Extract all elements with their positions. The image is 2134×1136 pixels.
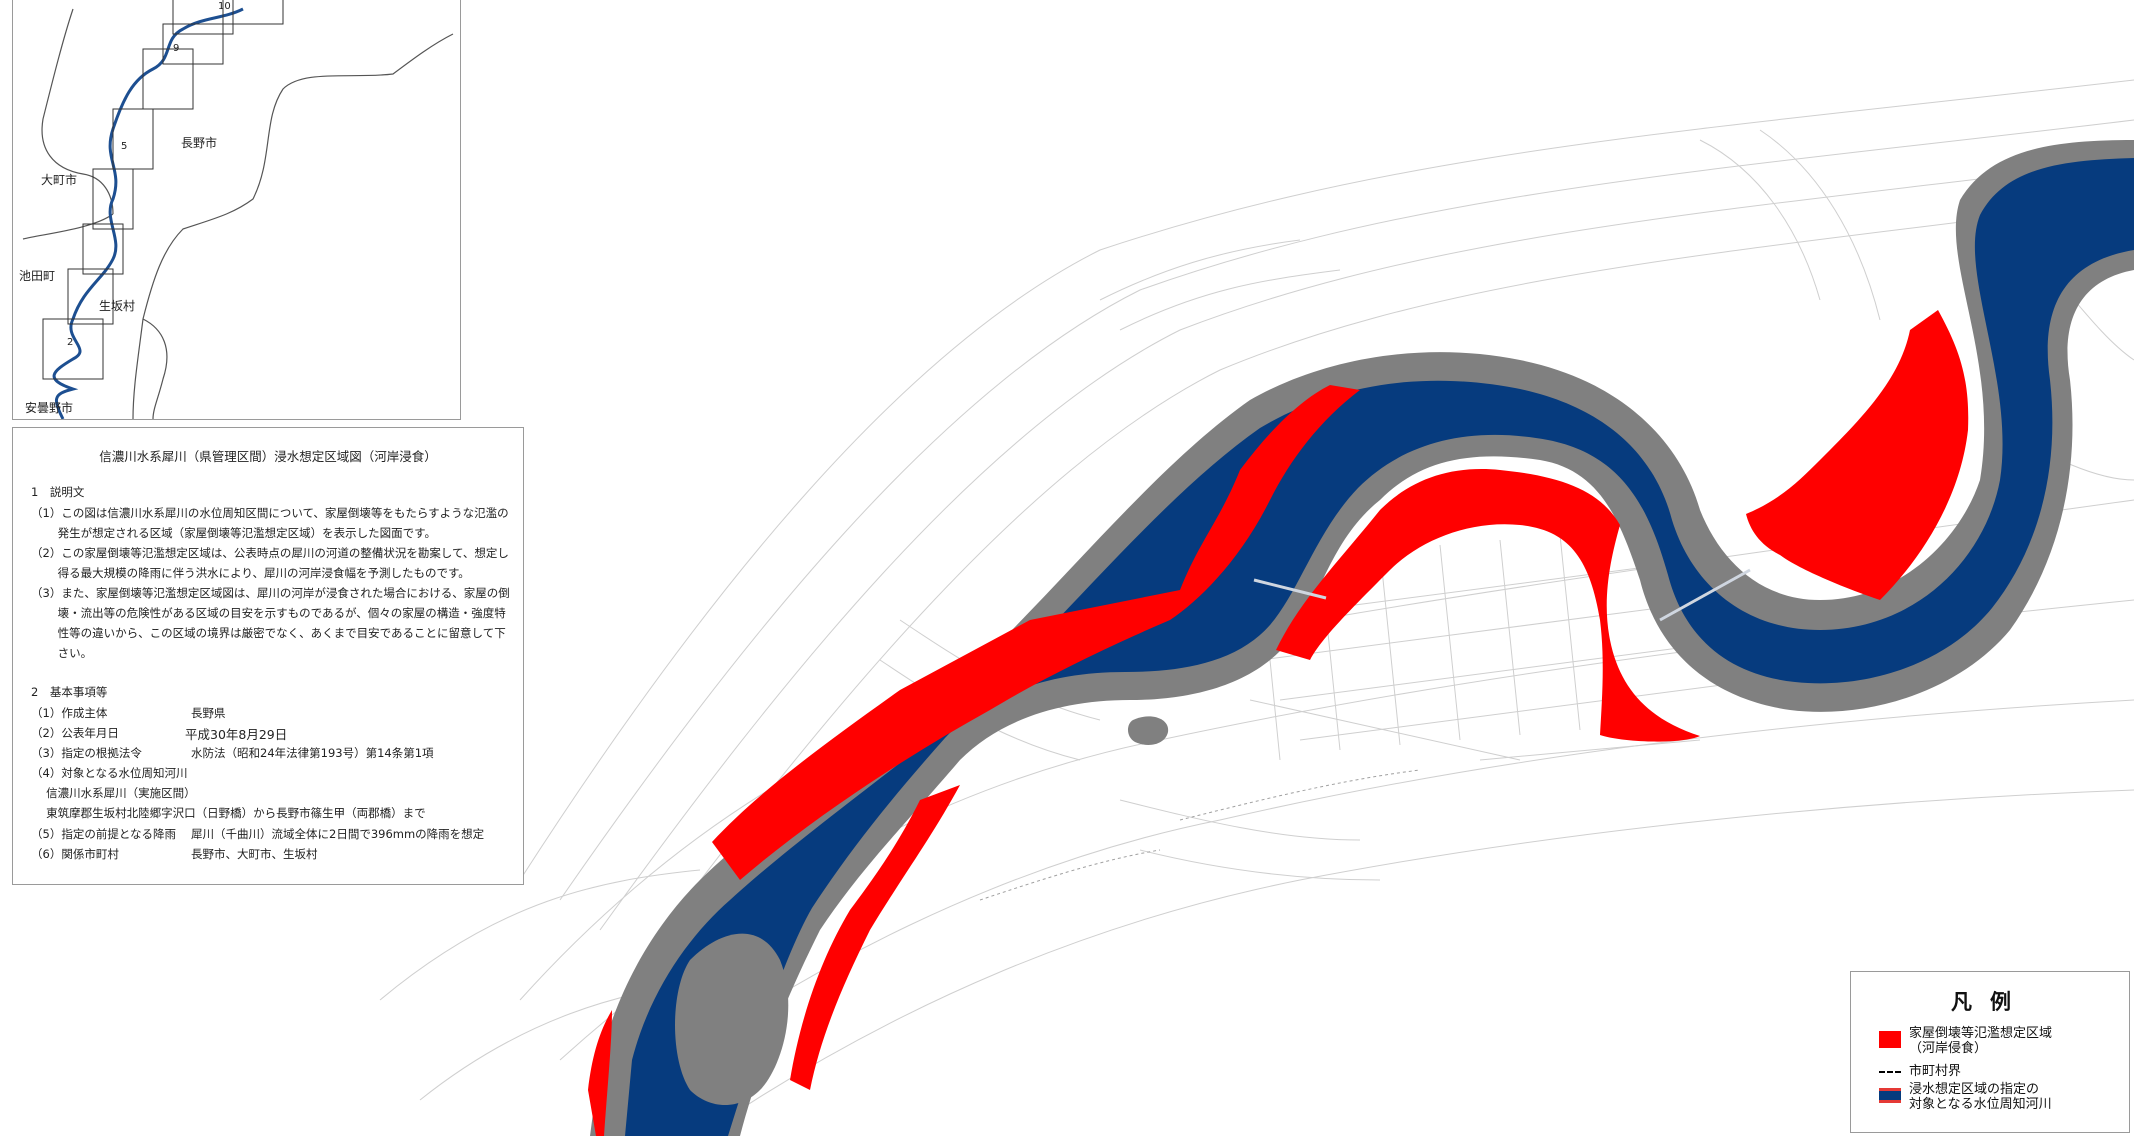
index-sheet-number: 9	[173, 43, 180, 54]
item-value: 平成30年8月29日	[185, 727, 288, 742]
index-map-drawing	[22, 0, 454, 419]
description-line: 性等の違いから、この区域の境界は厳密でなく、あくまで目安であることに留意して下	[31, 626, 506, 640]
index-sheet-number: 2	[67, 337, 74, 348]
description-line: （2）この家屋倒壊等氾濫想定区域は、公表時点の犀川の河道の整備状況を勘案して、想…	[31, 546, 509, 560]
item-value: 長野市、大町市、生坂村	[191, 847, 318, 861]
item-detail: 信濃川水系犀川（実施区間）	[31, 786, 196, 800]
sandbar	[675, 933, 789, 1105]
place-label-ikusaka: 生坂村	[99, 299, 136, 313]
section1-heading: 1 説明文	[31, 485, 85, 499]
index-sheet-number: 5	[121, 141, 128, 152]
description-line: 壊・流出等の危険性がある区域の目安を示すものであるが、個々の家屋の構造・強度特	[31, 606, 506, 620]
erosion-zone-left-bank-lower	[588, 1010, 612, 1136]
legend-label-erosion: 家屋倒壊等氾濫想定区域	[1909, 1026, 2053, 1041]
erosion-zone-bend-upper-right	[1746, 310, 1969, 600]
item-label: （3）指定の根拠法令	[31, 746, 142, 760]
item-value: 犀川（千曲川）流域全体に2日間で396mmの降雨を想定	[191, 827, 485, 841]
section2-heading: 2 基本事項等	[31, 685, 108, 699]
legend-title: 凡例	[1951, 990, 2029, 1014]
item-value: 長野県	[191, 706, 226, 720]
description-line: 得る最大規模の降雨に伴う洪水により、犀川の河岸浸食幅を予測したものです。	[31, 566, 470, 580]
erosion-zone-right-bank-lower	[790, 785, 960, 1090]
legend-label-erosion-sub: （河岸侵食）	[1909, 1041, 1988, 1056]
river-channel	[625, 158, 2134, 1136]
item-label: （2）公表年月日	[31, 726, 119, 740]
sheet-index-frames	[42, 0, 284, 380]
index-map: 10 9 5 2 長野市 大町市 池田町 生坂村 安曇野市	[12, 0, 461, 420]
erosion-zone-left-bank-upper	[712, 385, 1360, 880]
erosion-zones	[588, 310, 1969, 1136]
description-panel: 信濃川水系犀川（県管理区間）浸水想定区域図（河岸浸食） 1 説明文 （1）この図…	[12, 427, 524, 885]
river-line	[52, 7, 244, 419]
bridges	[1253, 568, 1751, 622]
item-value: 水防法（昭和24年法律第193号）第14条第1項	[191, 746, 434, 760]
description-line: （3）また、家屋倒壊等氾濫想定区域図は、犀川の河岸が浸食された場合における、家屋…	[31, 586, 510, 600]
item-label: （1）作成主体	[31, 706, 108, 720]
description-line: 発生が想定される区域（家屋倒壊等氾濫想定区域）を表示した図面です。	[31, 526, 437, 540]
place-label-azumino: 安曇野市	[25, 401, 74, 415]
legend: 凡例 家屋倒壊等氾濫想定区域 （河岸侵食） 市町村界 浸水想定区域の指定の 対象…	[1850, 971, 2130, 1133]
item-label: （6）関係市町村	[31, 847, 119, 861]
index-sheet-number: 10	[218, 1, 231, 12]
item-label: （4）対象となる水位周知河川	[31, 766, 188, 780]
erosion-zone-right-bank-middle	[1276, 469, 1700, 742]
item-detail: 東筑摩郡生坂村北陸郷字沢口（日野橋）から長野市篠生甲（両郡橋）まで	[31, 806, 426, 820]
legend-label-river-sub: 対象となる水位周知河川	[1909, 1097, 2052, 1112]
description-line: さい。	[31, 646, 93, 660]
description-line: （1）この図は信濃川水系犀川の水位周知区間について、家屋倒壊等をもたらすような氾…	[31, 506, 509, 520]
place-label-ikeda: 池田町	[19, 269, 56, 283]
municipal-boundaries	[22, 8, 454, 419]
legend-swatch-river	[1879, 1088, 1901, 1103]
legend-label-boundary: 市町村界	[1909, 1064, 1962, 1079]
item-label: （5）指定の前提となる降雨	[31, 827, 176, 841]
legend-swatch-boundary	[1879, 1071, 1901, 1073]
sandbar	[1127, 716, 1169, 745]
place-label-omachi: 大町市	[41, 173, 78, 187]
legend-label-river: 浸水想定区域の指定の	[1909, 1082, 2040, 1097]
place-label-nagano: 長野市	[181, 136, 218, 150]
description-title: 信濃川水系犀川（県管理区間）浸水想定区域図（河岸浸食）	[99, 449, 437, 464]
road-outline	[979, 769, 1421, 901]
legend-swatch-erosion	[1879, 1031, 1901, 1048]
